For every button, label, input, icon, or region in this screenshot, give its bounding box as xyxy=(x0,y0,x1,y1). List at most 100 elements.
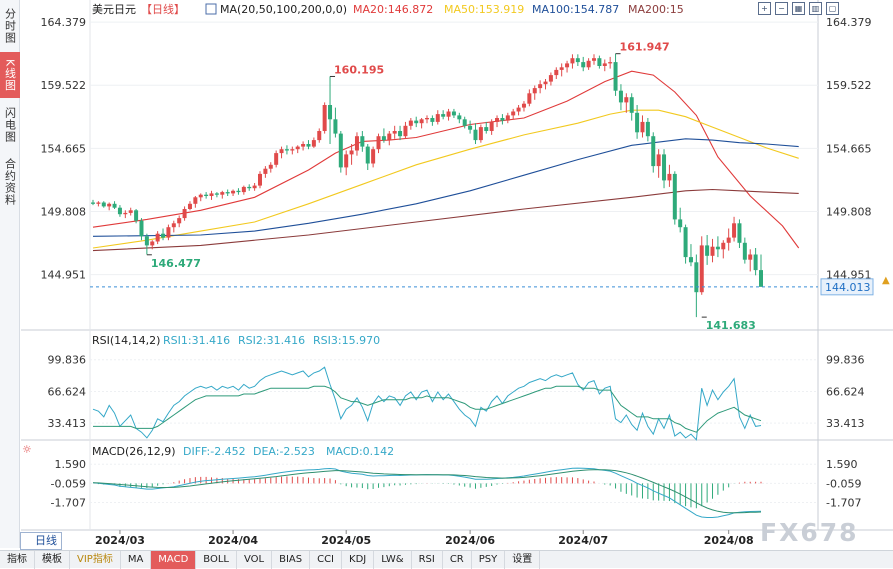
candle-body xyxy=(586,60,591,68)
annotation-2: 146.477 xyxy=(151,257,201,270)
x-tick-4: 2024/07 xyxy=(558,534,608,547)
candle-body xyxy=(694,262,699,293)
candle-body xyxy=(484,127,489,131)
layout-icon[interactable]: ▥ xyxy=(809,2,822,15)
indicator-4[interactable]: MACD xyxy=(151,550,197,569)
indicator-14[interactable]: 设置 xyxy=(505,550,541,569)
candle-body xyxy=(554,69,559,76)
candle-body xyxy=(705,245,710,256)
rsi-tick-right-1: 66.624 xyxy=(826,385,865,398)
chart-canvas[interactable]: 164.379 164.379 159.522 159.522 154.665 154.6… xyxy=(0,0,893,550)
period-label: 【日线】 xyxy=(141,2,185,16)
candle-body xyxy=(344,154,349,168)
candle-body xyxy=(101,202,106,207)
candle-body xyxy=(360,136,365,147)
candle-body xyxy=(715,246,720,250)
indicator-2[interactable]: VIP指标 xyxy=(70,550,121,569)
candle-body xyxy=(177,218,182,224)
candle-body xyxy=(624,97,629,103)
candle-body xyxy=(279,149,284,154)
sidebar-tab-1[interactable]: K线图 xyxy=(0,52,20,98)
candle-body xyxy=(139,220,144,237)
candle-body xyxy=(667,173,672,181)
macd-line-dea xyxy=(92,469,762,514)
fullscreen-icon[interactable]: ▢ xyxy=(826,2,839,15)
indicator-1[interactable]: 模板 xyxy=(35,550,70,569)
candle-body xyxy=(425,118,429,120)
indicator-9[interactable]: KDJ xyxy=(342,550,375,569)
x-tick-0: 2024/03 xyxy=(95,534,145,547)
macd-dea-value: DEA:-2.523 xyxy=(253,445,315,458)
candle-body xyxy=(683,227,688,258)
candle-body xyxy=(602,63,607,66)
candle-body xyxy=(193,197,198,204)
indicator-3[interactable]: MA xyxy=(121,550,152,569)
candle-body xyxy=(651,136,656,167)
y-tick-right-1: 159.522 xyxy=(826,79,872,92)
candle-body xyxy=(274,153,279,165)
zoom-out-icon[interactable]: − xyxy=(775,2,788,15)
candle-body xyxy=(511,111,516,116)
candle-body xyxy=(521,103,526,108)
candle-body xyxy=(128,210,133,213)
candle-body xyxy=(462,119,467,126)
candle-body xyxy=(489,121,494,131)
candle-body xyxy=(150,241,155,246)
indicator-6[interactable]: VOL xyxy=(237,550,273,569)
zoom-in-icon[interactable]: + xyxy=(758,2,771,15)
candle-body xyxy=(365,146,370,164)
x-tick-2: 2024/05 xyxy=(321,534,371,547)
candle-body xyxy=(732,223,737,238)
candle-body xyxy=(419,119,424,124)
sidebar-tab-2[interactable]: 闪电图 xyxy=(3,107,17,143)
candle-body xyxy=(328,105,333,120)
symbol-title: 美元日元 xyxy=(92,3,136,16)
rsi-tick-right-2: 33.413 xyxy=(826,417,865,430)
candle-body xyxy=(597,58,602,66)
indicator-11[interactable]: RSI xyxy=(412,550,443,569)
candle-body xyxy=(161,233,166,238)
y-tick-right-0: 164.379 xyxy=(826,16,872,29)
rsi-tick-right-0: 99.836 xyxy=(826,354,865,367)
candle-body xyxy=(134,210,139,221)
sidebar-tab-3[interactable]: 合约资料 xyxy=(3,158,17,206)
candle-body xyxy=(441,114,446,117)
candle-body xyxy=(538,84,543,89)
indicator-0[interactable]: 指标 xyxy=(0,550,35,569)
candle-body xyxy=(635,112,640,133)
rsi-tick-left-0: 99.836 xyxy=(48,354,87,367)
candle-body xyxy=(451,111,456,116)
ma-line-ma200 xyxy=(92,188,799,252)
candle-body xyxy=(166,227,171,238)
rsi-tick-left-2: 33.413 xyxy=(48,417,87,430)
period-tab-daily[interactable]: 日线 xyxy=(20,532,62,550)
candle-body xyxy=(198,194,203,198)
candle-body xyxy=(759,270,763,287)
indicator-12[interactable]: CR xyxy=(443,550,472,569)
sidebar-tab-0[interactable]: 分时图 xyxy=(3,8,17,44)
indicator-7[interactable]: BIAS xyxy=(272,550,311,569)
macd-tick-left-0: 1.590 xyxy=(55,458,87,471)
candle-body xyxy=(629,97,634,113)
candle-body xyxy=(457,115,462,120)
candle-body xyxy=(252,185,257,189)
candle-body xyxy=(381,136,386,141)
y-tick-left-1: 159.522 xyxy=(41,79,87,92)
last-price-arrow-icon: ▲ xyxy=(882,275,890,286)
grid-icon[interactable]: ▦ xyxy=(792,2,805,15)
indicator-5[interactable]: BOLL xyxy=(196,550,237,569)
indicator-8[interactable]: CCI xyxy=(310,550,343,569)
indicator-10[interactable]: LW& xyxy=(374,550,412,569)
candle-body xyxy=(516,107,521,112)
candle-body xyxy=(171,223,176,228)
y-tick-left-3: 149.808 xyxy=(41,205,87,218)
candle-body xyxy=(672,173,677,220)
candle-body xyxy=(398,131,403,137)
macd-tick-right-1: -0.059 xyxy=(826,477,861,490)
macd-macd-value: MACD:0.142 xyxy=(326,445,394,458)
candle-body xyxy=(284,149,289,151)
macd-settings-icon: ☼ xyxy=(22,443,32,456)
ma50-value: MA50:153.919 xyxy=(444,3,524,16)
indicator-13[interactable]: PSY xyxy=(472,550,506,569)
macd-name: MACD(26,12,9) xyxy=(92,445,176,458)
